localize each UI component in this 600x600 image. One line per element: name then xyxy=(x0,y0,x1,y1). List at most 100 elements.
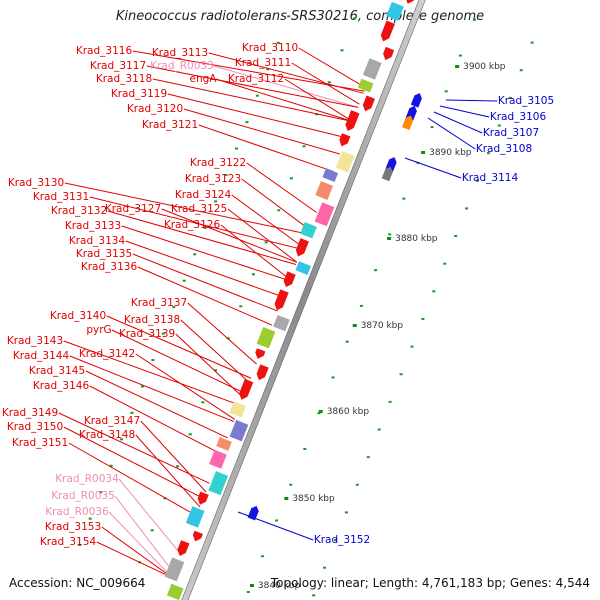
track-dot xyxy=(140,385,144,388)
forward-gene-block xyxy=(229,419,249,442)
track-dot xyxy=(251,273,255,276)
track-dot xyxy=(333,539,337,542)
forward-gene-label-krad-3144: Krad_3144 xyxy=(13,350,70,362)
gene-connector xyxy=(125,240,284,298)
forward-gene-block xyxy=(283,271,296,288)
forward-gene-block xyxy=(380,20,395,42)
track-dot xyxy=(465,207,469,210)
forward-gene-label-krad-3138: Krad_3138 xyxy=(124,314,180,326)
track-dot xyxy=(266,68,270,71)
track-dot xyxy=(193,253,197,256)
gene-connector xyxy=(175,333,244,399)
forward-gene-label-krad-3137: Krad_3137 xyxy=(131,297,187,309)
gene-connector xyxy=(58,412,210,484)
kbp-tick-mark xyxy=(352,324,357,327)
forward-gene-label-krad-3143: Krad_3143 xyxy=(7,335,63,347)
track-dot xyxy=(472,18,476,21)
track-dot xyxy=(255,94,259,97)
gene-connector xyxy=(445,99,498,102)
forward-gene-label-krad-3118: Krad_3118 xyxy=(96,73,152,85)
accession-text: Accession: NC_009664 xyxy=(9,576,146,590)
gene-connector xyxy=(63,340,241,406)
forward-gene-label-krad-3117: Krad_3117 xyxy=(90,60,146,72)
forward-gene-block xyxy=(300,222,317,239)
gene-connector xyxy=(106,315,252,379)
track-dot xyxy=(430,126,434,129)
forward-gene-label-krad-3133: Krad_3133 xyxy=(65,220,121,232)
kbp-tick-mark xyxy=(421,151,426,154)
forward-gene-block xyxy=(164,557,185,582)
track-dot xyxy=(345,340,349,343)
gene-connector xyxy=(63,426,204,499)
kbp-tick-label: 3880 kbp xyxy=(395,234,438,244)
track-dot xyxy=(151,359,155,362)
topology-text: Topology: linear; Length: 4,761,183 bp; … xyxy=(270,576,590,590)
track-dot xyxy=(289,483,293,486)
track-dot xyxy=(161,332,165,335)
kbp-tick-label: 3900 kbp xyxy=(463,62,506,72)
track-dot xyxy=(323,566,327,569)
track-dot xyxy=(353,17,357,20)
track-dot xyxy=(519,69,523,72)
forward-gene-block xyxy=(177,540,190,556)
reverse-gene-label-krad-3106: Krad_3106 xyxy=(490,111,547,123)
gene-connector xyxy=(231,194,304,248)
gene-connector xyxy=(114,495,175,574)
track-dot xyxy=(443,262,447,265)
track-dot xyxy=(355,483,359,486)
forward-gene-block xyxy=(216,437,232,451)
gene-connector xyxy=(89,196,303,250)
reverse-gene-label-krad-3105: Krad_3105 xyxy=(498,95,554,107)
forward-gene-label-krad-3121: Krad_3121 xyxy=(142,119,198,131)
track-dot xyxy=(432,290,436,293)
forward-gene-block xyxy=(197,491,209,505)
track-dot xyxy=(264,241,268,244)
forward-gene-block xyxy=(274,289,289,311)
kbp-tick-mark xyxy=(284,497,289,500)
forward-gene-label-krad-3122: Krad_3122 xyxy=(190,157,246,169)
forward-gene-block xyxy=(208,471,229,496)
track-dot xyxy=(163,497,167,500)
gene-connector xyxy=(96,541,173,579)
forward-gene-label-krad-3119: Krad_3119 xyxy=(111,88,167,100)
track-dot xyxy=(344,511,348,514)
track-dot xyxy=(120,438,124,441)
track-dot xyxy=(239,305,243,308)
track-dot xyxy=(188,433,192,436)
forward-gene-block xyxy=(383,46,395,61)
kbp-tick-label: 3850 kbp xyxy=(292,494,335,504)
forward-gene-block xyxy=(314,202,335,227)
gene-connector xyxy=(107,210,297,265)
gene-connector xyxy=(118,478,182,556)
track-dot xyxy=(214,200,218,203)
forward-gene-block xyxy=(166,583,184,600)
kbp-tick-mark xyxy=(455,65,460,68)
kbp-tick-label: 3840 kbp xyxy=(258,581,301,591)
gene-connector xyxy=(132,253,278,312)
forward-gene-label-krad-3110: Krad_3110 xyxy=(242,42,298,54)
forward-gene-block xyxy=(405,0,416,4)
gene-connector xyxy=(439,105,490,118)
gene-connector xyxy=(241,178,311,231)
forward-gene-label-krad-3135: Krad_3135 xyxy=(76,248,132,260)
track-dot xyxy=(276,41,280,44)
gene-connector xyxy=(246,162,317,213)
gene-connector xyxy=(101,526,173,579)
gene-connector xyxy=(89,385,222,455)
track-dot xyxy=(388,233,392,236)
forward-gene-block xyxy=(295,238,309,257)
forward-gene-label-krad-3124: Krad_3124 xyxy=(175,189,232,201)
track-dot xyxy=(246,591,250,594)
forward-gene-label-krad-3120: Krad_3120 xyxy=(127,103,183,115)
gene-connector xyxy=(298,47,367,89)
forward-gene-block xyxy=(185,506,205,528)
kbp-tick-mark xyxy=(318,410,323,413)
track-dot xyxy=(444,90,448,93)
forward-gene-block xyxy=(315,181,334,200)
forward-gene-block xyxy=(335,151,355,173)
track-dot xyxy=(312,594,316,597)
forward-gene-block xyxy=(192,530,203,542)
track-dot xyxy=(327,81,331,84)
gene-connector xyxy=(215,78,353,122)
forward-gene-label-krad-3131: Krad_3131 xyxy=(33,191,89,203)
